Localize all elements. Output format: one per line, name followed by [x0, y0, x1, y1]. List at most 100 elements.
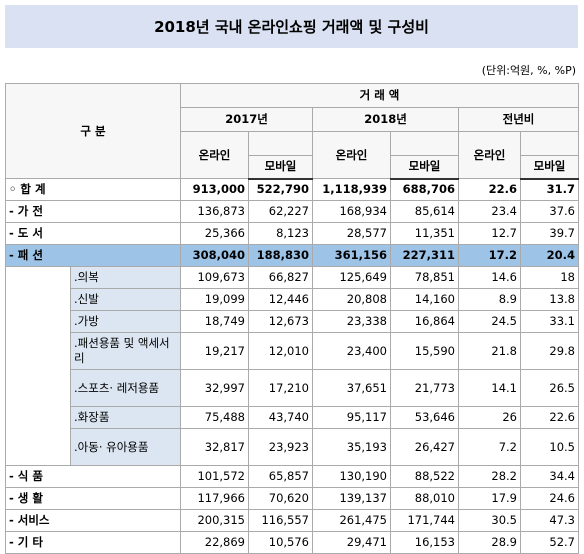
cell-value: 31.7 — [520, 178, 579, 201]
sub-header: 모바일 — [520, 155, 579, 180]
cell-value: 62,227 — [248, 200, 313, 223]
title: 2018년 국내 온라인쇼핑 거래액 및 구성비 — [5, 5, 578, 48]
cell-value: 14.1 — [458, 369, 521, 407]
cell-value: 117,966 — [180, 487, 249, 510]
group-header: 구 분 — [5, 83, 181, 179]
cell-value: 14.6 — [458, 266, 521, 289]
cell-value: 26,427 — [390, 428, 459, 466]
sub-row: .화장품 75,488 43,740 95,117 53,646 26 22.6 — [5, 406, 579, 429]
cell-value: 913,000 — [180, 178, 249, 201]
cell-value: 22,869 — [180, 531, 249, 554]
cell-value: 88,522 — [390, 465, 459, 488]
cell-value: 109,673 — [180, 266, 249, 289]
sub-header: 모바일 — [390, 155, 459, 180]
cell-value: 66,827 — [248, 266, 313, 289]
cell-value: 17.9 — [458, 487, 521, 510]
cell-value: 37.6 — [520, 200, 579, 223]
measure-header: 거 래 액 — [180, 83, 579, 108]
cell-value: 308,040 — [180, 244, 249, 267]
indent — [5, 369, 71, 407]
cell-value: 28.2 — [458, 465, 521, 488]
cell-value: 171,744 — [390, 509, 459, 532]
row-label: - 생 활 — [5, 487, 181, 510]
cell-value: 53,646 — [390, 406, 459, 429]
cell-value: 65,857 — [248, 465, 313, 488]
cell-value: 522,790 — [248, 178, 313, 201]
cell-value: 168,934 — [312, 200, 391, 223]
cell-value: 15,590 — [390, 332, 459, 370]
cell-value: 34.4 — [520, 465, 579, 488]
sub-header: 모바일 — [248, 155, 313, 180]
row-label: .의복 — [70, 266, 181, 289]
row-label: .화장품 — [70, 406, 181, 429]
column-header: 전년비 — [458, 107, 579, 132]
header-row: 2017년 2018년 전년비 — [6, 107, 579, 132]
cell-value: 52.7 — [520, 531, 579, 554]
row-label: .신발 — [70, 288, 181, 311]
cell-value: 12,673 — [248, 310, 313, 333]
cell-value: 29.8 — [520, 332, 579, 370]
cell-value: 32,817 — [180, 428, 249, 466]
cell-value: 12,010 — [248, 332, 313, 370]
row: - 식 품 101,572 65,857 130,190 88,522 28.2 34.4 — [5, 465, 579, 488]
cell-value: 17.2 — [458, 244, 521, 267]
header-spacer — [248, 131, 313, 156]
cell-value: 95,117 — [312, 406, 391, 429]
cell-value: 125,649 — [312, 266, 391, 289]
cell-value: 32,997 — [180, 369, 249, 407]
cell-value: 75,488 — [180, 406, 249, 429]
cell-value: 16,153 — [390, 531, 459, 554]
cell-value: 10,576 — [248, 531, 313, 554]
unit-note: (단위:억원, %, %P) — [481, 64, 576, 77]
cell-value: 19,217 — [180, 332, 249, 370]
cell-value: 7.2 — [458, 428, 521, 466]
cell-value: 116,557 — [248, 509, 313, 532]
row: - 가 전 136,873 62,227 168,934 85,614 23.4 37.6 — [5, 200, 579, 223]
cell-value: 39.7 — [520, 222, 579, 245]
cell-value: 85,614 — [390, 200, 459, 223]
sub-row: .신발 19,099 12,446 20,808 14,160 8.9 13.8 — [5, 288, 579, 311]
cell-value: 29,471 — [312, 531, 391, 554]
column-header: 2018년 — [312, 107, 459, 132]
indent — [5, 310, 71, 333]
row-label: .가방 — [70, 310, 181, 333]
cell-value: 23,923 — [248, 428, 313, 466]
sub-header: 온라인 — [458, 131, 521, 179]
cell-value: 24.5 — [458, 310, 521, 333]
cell-value: 136,873 — [180, 200, 249, 223]
cell-value: 22.6 — [520, 406, 579, 429]
sub-row: .아동· 유아용품 32,817 23,923 35,193 26,427 7.2 10.5 — [5, 428, 579, 466]
cell-value: 19,099 — [180, 288, 249, 311]
cell-value: 23,338 — [312, 310, 391, 333]
row: - 도 서 25,366 8,123 28,577 11,351 12.7 39.7 — [5, 222, 579, 245]
row: - 기 타 22,869 10,576 29,471 16,153 28.9 52.7 — [5, 531, 579, 554]
cell-value: 8.9 — [458, 288, 521, 311]
cell-value: 10.5 — [520, 428, 579, 466]
header-spacer — [390, 131, 459, 156]
cell-value: 1,118,939 — [312, 178, 391, 201]
sub-row: .스포츠· 레저용품 32,997 17,210 37,651 21,773 14.1 26… — [5, 369, 579, 407]
cell-value: 20.4 — [520, 244, 579, 267]
cell-value: 688,706 — [390, 178, 459, 201]
row-label: - 식 품 — [5, 465, 181, 488]
cell-value: 22.6 — [458, 178, 521, 201]
cell-value: 139,137 — [312, 487, 391, 510]
cell-value: 8,123 — [248, 222, 313, 245]
cell-value: 26 — [458, 406, 521, 429]
row: ◦ 합 계 913,000 522,790 1,118,939 688,706 22.6 3… — [5, 178, 579, 201]
cell-value: 261,475 — [312, 509, 391, 532]
row-label: - 도 서 — [5, 222, 181, 245]
row-label: - 서비스 — [5, 509, 181, 532]
sub-header: 온라인 — [312, 131, 391, 179]
cell-value: 18,749 — [180, 310, 249, 333]
header-row: 온라인 온라인 온라인 — [6, 131, 579, 179]
cell-value: 130,190 — [312, 465, 391, 488]
cell-value: 14,160 — [390, 288, 459, 311]
sub-header: 온라인 — [180, 131, 249, 179]
indent — [5, 406, 71, 429]
row-label: - 기 타 — [5, 531, 181, 554]
cell-value: 26.5 — [520, 369, 579, 407]
